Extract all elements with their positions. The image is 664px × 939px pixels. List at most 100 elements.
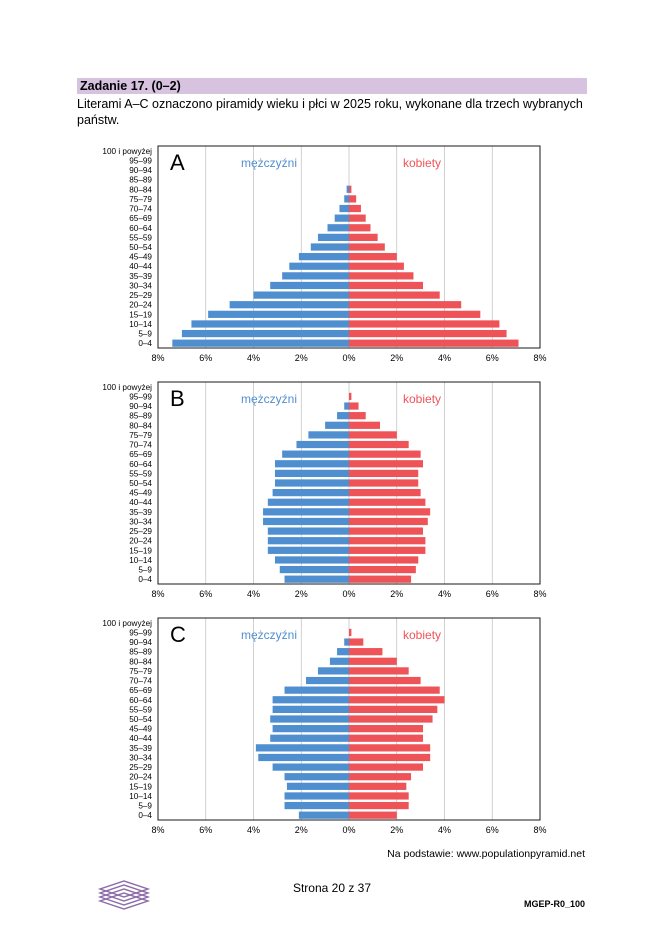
bar-female bbox=[349, 301, 462, 309]
plot-frame bbox=[157, 381, 541, 585]
bar-female bbox=[349, 801, 409, 810]
bar-male bbox=[298, 811, 349, 819]
source-note: Na podstawie: www.populationpyramid.net bbox=[387, 848, 585, 860]
bar-female bbox=[349, 339, 519, 347]
bar-male bbox=[296, 440, 349, 449]
bar-male bbox=[337, 648, 349, 656]
age-group-label: 90–94 bbox=[129, 166, 152, 175]
bar-female bbox=[349, 811, 397, 819]
bar-male bbox=[274, 556, 349, 564]
age-group-label: 20–24 bbox=[129, 773, 152, 782]
bar-female bbox=[349, 696, 445, 704]
bar-male bbox=[267, 498, 349, 506]
age-group-label: 0–4 bbox=[138, 811, 152, 820]
age-group-label: 45–49 bbox=[129, 489, 152, 498]
bar-male bbox=[272, 763, 349, 771]
bar-female bbox=[349, 262, 404, 270]
x-tick-label: 2% bbox=[390, 353, 403, 363]
bar-female bbox=[349, 460, 424, 468]
x-tick-label: 2% bbox=[390, 825, 403, 835]
age-group-label: 50–54 bbox=[129, 479, 152, 488]
age-group-label: 45–49 bbox=[129, 725, 152, 734]
bar-male bbox=[208, 310, 349, 318]
age-group-label: 65–69 bbox=[129, 686, 152, 695]
age-group-label: 45–49 bbox=[129, 253, 152, 262]
age-group-label: 60–64 bbox=[129, 696, 152, 705]
bar-male bbox=[308, 431, 349, 439]
bar-male bbox=[267, 546, 349, 554]
legend-female: kobiety bbox=[403, 156, 441, 170]
bar-female bbox=[349, 527, 424, 535]
panel-letter: C bbox=[170, 622, 186, 647]
bar-female bbox=[349, 676, 421, 685]
x-tick-label: 4% bbox=[247, 353, 260, 363]
age-group-label: 40–44 bbox=[129, 498, 152, 507]
bar-female bbox=[349, 392, 352, 401]
bar-male bbox=[263, 508, 349, 516]
bar-female bbox=[349, 412, 366, 420]
bar-male bbox=[327, 224, 349, 232]
bar-female bbox=[349, 272, 414, 280]
legend-male: mężczyźni bbox=[241, 628, 297, 642]
age-group-label: 100 i powyżej bbox=[102, 383, 152, 392]
bar-male bbox=[279, 565, 349, 574]
x-tick-label: 4% bbox=[247, 825, 260, 835]
bar-male bbox=[272, 489, 349, 497]
age-group-label: 60–64 bbox=[129, 460, 152, 469]
bar-male bbox=[272, 725, 349, 733]
bar-male bbox=[229, 301, 349, 309]
age-group-label: 70–74 bbox=[129, 205, 152, 214]
bar-female bbox=[349, 243, 385, 251]
x-tick-label: 4% bbox=[247, 589, 260, 599]
age-group-label: 95–99 bbox=[129, 392, 152, 401]
task-text: Literami A–C oznaczono piramidy wieku i … bbox=[77, 97, 583, 127]
age-group-label: 50–54 bbox=[129, 715, 152, 724]
bar-male bbox=[272, 696, 349, 704]
x-tick-label: 0% bbox=[342, 825, 355, 835]
bar-male bbox=[270, 281, 349, 290]
age-group-label: 0–4 bbox=[138, 339, 152, 348]
x-tick-label: 6% bbox=[486, 589, 499, 599]
age-group-label: 20–24 bbox=[129, 301, 152, 310]
x-tick-label: 6% bbox=[199, 589, 212, 599]
bar-female bbox=[349, 195, 357, 203]
bar-male bbox=[334, 214, 349, 222]
age-group-label: 25–29 bbox=[129, 527, 152, 536]
age-group-label: 100 i powyżej bbox=[102, 147, 152, 156]
x-tick-label: 8% bbox=[151, 353, 164, 363]
x-tick-label: 4% bbox=[438, 353, 451, 363]
x-tick-label: 6% bbox=[199, 353, 212, 363]
age-group-label: 80–84 bbox=[129, 657, 152, 666]
bar-male bbox=[282, 272, 349, 280]
age-group-label: 50–54 bbox=[129, 243, 152, 252]
bar-male bbox=[191, 320, 349, 328]
age-group-label: 30–34 bbox=[129, 517, 152, 526]
bar-female bbox=[349, 773, 412, 781]
age-group-label: 5–9 bbox=[138, 802, 152, 811]
bar-female bbox=[349, 667, 409, 675]
age-group-label: 75–79 bbox=[129, 431, 152, 440]
bar-male bbox=[337, 412, 349, 420]
bar-male bbox=[172, 339, 349, 347]
bar-female bbox=[349, 763, 424, 771]
age-group-label: 5–9 bbox=[138, 330, 152, 339]
bar-female bbox=[349, 291, 440, 299]
age-group-label: 35–39 bbox=[129, 744, 152, 753]
bar-male bbox=[344, 195, 349, 203]
x-tick-label: 8% bbox=[533, 825, 546, 835]
legend-female: kobiety bbox=[403, 392, 441, 406]
bar-female bbox=[349, 782, 407, 790]
bar-male bbox=[274, 460, 349, 468]
age-group-label: 10–14 bbox=[129, 556, 152, 565]
bar-male bbox=[258, 753, 349, 762]
x-tick-label: 0% bbox=[342, 589, 355, 599]
task-title: Zadanie 17. (0–2) bbox=[80, 79, 181, 93]
bar-male bbox=[274, 469, 349, 477]
age-group-label: 25–29 bbox=[129, 291, 152, 300]
bar-female bbox=[349, 546, 426, 554]
x-tick-label: 6% bbox=[486, 353, 499, 363]
legend-female: kobiety bbox=[403, 628, 441, 642]
age-group-label: 70–74 bbox=[129, 441, 152, 450]
age-group-label: 90–94 bbox=[129, 402, 152, 411]
task-header: Zadanie 17. (0–2) bbox=[77, 78, 587, 94]
